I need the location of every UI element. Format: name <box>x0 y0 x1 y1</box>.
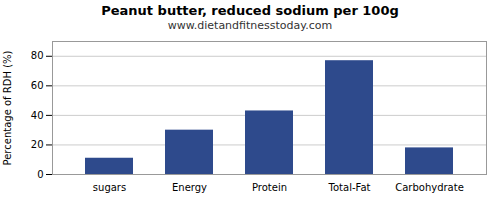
svg-text:Carbohydrate: Carbohydrate <box>395 182 464 193</box>
svg-text:Total-Fat: Total-Fat <box>328 182 371 193</box>
svg-text:80: 80 <box>31 50 44 61</box>
svg-text:0: 0 <box>37 169 43 180</box>
svg-text:40: 40 <box>31 110 44 121</box>
svg-text:Percentage of RDH (%): Percentage of RDH (%) <box>2 50 13 165</box>
svg-text:Energy: Energy <box>172 182 207 193</box>
html-text:www.dietandfitnesstoday.com: www.dietandfitnesstoday.com <box>167 19 333 32</box>
svg-text:60: 60 <box>31 80 44 91</box>
svg-text:sugars: sugars <box>93 182 126 193</box>
svg-text:20: 20 <box>31 139 44 150</box>
html-text:Peanut butter, reduced sodium: Peanut butter, reduced sodium per 100g <box>101 3 399 18</box>
svg-text:Protein: Protein <box>252 182 287 193</box>
